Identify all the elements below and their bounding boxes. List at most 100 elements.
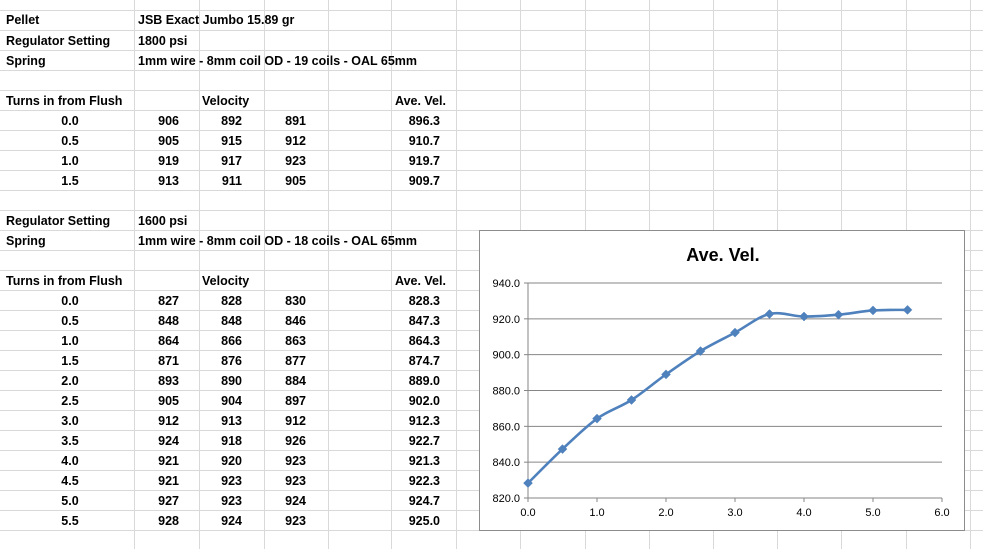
turns-cell[interactable]: 5.0 xyxy=(61,494,79,508)
turns-cell[interactable]: 2.0 xyxy=(61,374,79,388)
velocity-3-cell[interactable]: 912 xyxy=(285,414,306,428)
turns-cell[interactable]: 1.0 xyxy=(61,334,79,348)
turns-cell[interactable]: 0.0 xyxy=(61,294,79,308)
ave-vel-cell[interactable]: 902.0 xyxy=(408,394,440,408)
ave-vel-cell[interactable]: 828.3 xyxy=(408,294,440,308)
velocity-1-cell[interactable]: 893 xyxy=(158,374,179,388)
turns-cell[interactable]: 1.0 xyxy=(61,154,79,168)
velocity-1-cell[interactable]: 919 xyxy=(158,154,179,168)
velocity-1-cell[interactable]: 927 xyxy=(158,494,179,508)
ave-vel-cell[interactable]: 921.3 xyxy=(408,454,440,468)
ave-vel-cell[interactable]: 874.7 xyxy=(408,354,440,368)
velocity-1-cell[interactable]: 905 xyxy=(158,394,179,408)
turns-header-1[interactable]: Turns in from Flush xyxy=(6,94,123,108)
ave-vel-cell[interactable]: 864.3 xyxy=(408,334,440,348)
turns-header-2[interactable]: Turns in from Flush xyxy=(6,274,123,288)
ave-vel-cell[interactable]: 889.0 xyxy=(408,374,440,388)
ave-vel-cell[interactable]: 847.3 xyxy=(408,314,440,328)
velocity-1-cell[interactable]: 827 xyxy=(158,294,179,308)
ave-vel-cell[interactable]: 909.7 xyxy=(408,174,440,188)
ave-vel-cell[interactable]: 922.3 xyxy=(408,474,440,488)
velocity-1-cell[interactable]: 921 xyxy=(158,474,179,488)
velocity-2-cell[interactable]: 890 xyxy=(221,374,242,388)
ave-vel-cell[interactable]: 912.3 xyxy=(408,414,440,428)
velocity-3-cell[interactable]: 926 xyxy=(285,434,306,448)
velocity-3-cell[interactable]: 891 xyxy=(285,114,306,128)
velocity-2-cell[interactable]: 918 xyxy=(221,434,242,448)
x-tick-label: 4.0 xyxy=(796,507,811,519)
velocity-3-cell[interactable]: 912 xyxy=(285,134,306,148)
velocity-2-cell[interactable]: 917 xyxy=(221,154,242,168)
velocity-header-1[interactable]: Velocity xyxy=(202,94,250,108)
velocity-2-cell[interactable]: 866 xyxy=(221,334,242,348)
velocity-1-cell[interactable]: 848 xyxy=(158,314,179,328)
velocity-3-cell[interactable]: 923 xyxy=(285,154,306,168)
turns-cell[interactable]: 3.0 xyxy=(61,414,79,428)
y-tick-label: 880.0 xyxy=(492,386,520,398)
regulator-value-2[interactable]: 1600 psi xyxy=(138,214,188,228)
velocity-2-cell[interactable]: 923 xyxy=(221,474,242,488)
velocity-2-cell[interactable]: 913 xyxy=(221,414,242,428)
velocity-2-cell[interactable]: 904 xyxy=(221,394,242,408)
turns-cell[interactable]: 0.5 xyxy=(61,314,79,328)
ave-vel-cell[interactable]: 919.7 xyxy=(408,154,440,168)
turns-cell[interactable]: 3.5 xyxy=(61,434,79,448)
velocity-1-cell[interactable]: 906 xyxy=(158,114,179,128)
turns-cell[interactable]: 5.5 xyxy=(61,514,79,528)
velocity-1-cell[interactable]: 912 xyxy=(158,414,179,428)
pellet-label[interactable]: Pellet xyxy=(6,13,40,27)
velocity-2-cell[interactable]: 911 xyxy=(221,174,242,188)
turns-cell[interactable]: 2.5 xyxy=(61,394,79,408)
ave-vel-cell[interactable]: 922.7 xyxy=(408,434,440,448)
spring-label-1[interactable]: Spring xyxy=(6,54,46,68)
velocity-3-cell[interactable]: 877 xyxy=(285,354,306,368)
pellet-value[interactable]: JSB Exact Jumbo 15.89 gr xyxy=(138,13,295,27)
velocity-3-cell[interactable]: 905 xyxy=(285,174,306,188)
velocity-header-2[interactable]: Velocity xyxy=(202,274,250,288)
ave-vel-cell[interactable]: 896.3 xyxy=(408,114,440,128)
velocity-2-cell[interactable]: 828 xyxy=(221,294,242,308)
turns-cell[interactable]: 0.5 xyxy=(61,134,79,148)
velocity-3-cell[interactable]: 923 xyxy=(285,454,306,468)
turns-cell[interactable]: 0.0 xyxy=(61,114,79,128)
velocity-1-cell[interactable]: 928 xyxy=(158,514,179,528)
ave-header-1[interactable]: Ave. Vel. xyxy=(395,94,446,108)
velocity-2-cell[interactable]: 923 xyxy=(221,494,242,508)
velocity-3-cell[interactable]: 830 xyxy=(285,294,306,308)
spring-value-2[interactable]: 1mm wire - 8mm coil OD - 18 coils - OAL … xyxy=(138,234,418,248)
velocity-2-cell[interactable]: 892 xyxy=(221,114,242,128)
velocity-1-cell[interactable]: 871 xyxy=(158,354,179,368)
velocity-chart[interactable]: Ave. Vel. 820.0 840.0 860.0 880.0 900.0 920.0 9… xyxy=(479,230,965,531)
turns-cell[interactable]: 4.5 xyxy=(61,474,79,488)
ave-header-2[interactable]: Ave. Vel. xyxy=(395,274,446,288)
velocity-2-cell[interactable]: 848 xyxy=(221,314,242,328)
velocity-1-cell[interactable]: 924 xyxy=(158,434,179,448)
regulator-label-2[interactable]: Regulator Setting xyxy=(6,214,111,228)
ave-vel-cell[interactable]: 924.7 xyxy=(408,494,440,508)
velocity-3-cell[interactable]: 923 xyxy=(285,514,306,528)
regulator-value-1[interactable]: 1800 psi xyxy=(138,34,188,48)
spring-value-1[interactable]: 1mm wire - 8mm coil OD - 19 coils - OAL … xyxy=(138,54,418,68)
ave-vel-cell[interactable]: 925.0 xyxy=(408,514,440,528)
velocity-3-cell[interactable]: 897 xyxy=(285,394,306,408)
turns-cell[interactable]: 4.0 xyxy=(61,454,79,468)
velocity-2-cell[interactable]: 915 xyxy=(221,134,242,148)
velocity-2-cell[interactable]: 920 xyxy=(221,454,242,468)
velocity-1-cell[interactable]: 921 xyxy=(158,454,179,468)
turns-cell[interactable]: 1.5 xyxy=(61,174,79,188)
velocity-2-cell[interactable]: 876 xyxy=(221,354,242,368)
velocity-2-cell[interactable]: 924 xyxy=(221,514,242,528)
velocity-3-cell[interactable]: 924 xyxy=(285,494,306,508)
velocity-1-cell[interactable]: 905 xyxy=(158,134,179,148)
velocity-1-cell[interactable]: 864 xyxy=(158,334,179,348)
ave-vel-cell[interactable]: 910.7 xyxy=(408,134,440,148)
turns-cell[interactable]: 1.5 xyxy=(61,354,79,368)
velocity-3-cell[interactable]: 846 xyxy=(285,314,306,328)
velocity-1-cell[interactable]: 913 xyxy=(158,174,179,188)
velocity-3-cell[interactable]: 923 xyxy=(285,474,306,488)
velocity-3-cell[interactable]: 884 xyxy=(285,374,306,388)
velocity-3-cell[interactable]: 863 xyxy=(285,334,306,348)
regulator-label-1[interactable]: Regulator Setting xyxy=(6,34,111,48)
spring-label-2[interactable]: Spring xyxy=(6,234,46,248)
